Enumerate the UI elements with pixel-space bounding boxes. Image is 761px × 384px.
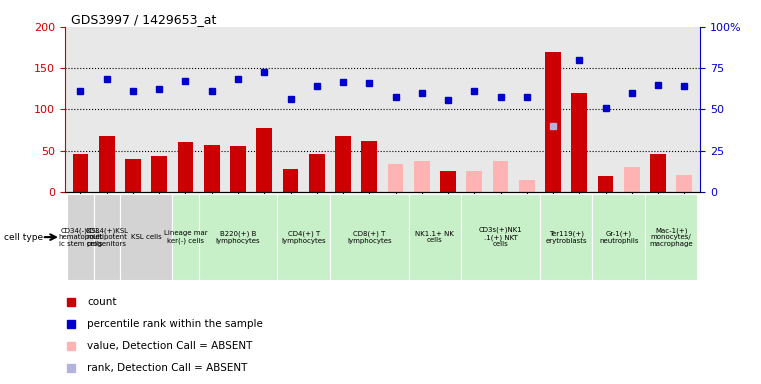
Text: CD4(+) T
lymphocytes: CD4(+) T lymphocytes	[282, 230, 326, 244]
Bar	[545, 52, 561, 192]
Text: CD34(+)KSL
multipotent
progenitors: CD34(+)KSL multipotent progenitors	[85, 227, 128, 247]
Bar	[440, 170, 456, 192]
Bar	[677, 175, 693, 192]
Bar	[199, 194, 277, 280]
Text: CD8(+) T
lymphocytes: CD8(+) T lymphocytes	[347, 230, 392, 244]
Bar	[540, 194, 593, 280]
Text: NK1.1+ NK
cells: NK1.1+ NK cells	[416, 231, 454, 243]
Bar	[67, 194, 94, 280]
Bar	[282, 169, 298, 192]
Text: cell type: cell type	[4, 233, 43, 242]
Text: Lineage mar
ker(-) cells: Lineage mar ker(-) cells	[164, 230, 207, 244]
Bar	[151, 157, 167, 192]
Bar	[125, 159, 141, 192]
Text: GDS3997 / 1429653_at: GDS3997 / 1429653_at	[71, 13, 216, 26]
Text: count: count	[87, 297, 116, 307]
Bar	[597, 176, 613, 192]
Bar	[466, 170, 482, 192]
Text: Mac-1(+)
monocytes/
macrophage: Mac-1(+) monocytes/ macrophage	[649, 227, 693, 247]
Text: Ter119(+)
erytroblasts: Ter119(+) erytroblasts	[546, 230, 587, 244]
Bar	[94, 194, 119, 280]
Bar	[172, 194, 199, 280]
Text: value, Detection Call = ABSENT: value, Detection Call = ABSENT	[87, 341, 253, 351]
Bar	[277, 194, 330, 280]
Text: Gr-1(+)
neutrophils: Gr-1(+) neutrophils	[599, 230, 638, 244]
Bar	[572, 93, 587, 192]
Bar	[361, 141, 377, 192]
Bar	[119, 194, 172, 280]
Bar	[519, 180, 535, 192]
Bar	[624, 167, 640, 192]
Bar	[204, 145, 220, 192]
Bar	[645, 194, 698, 280]
Text: rank, Detection Call = ABSENT: rank, Detection Call = ABSENT	[87, 363, 247, 373]
Bar	[650, 154, 666, 192]
Bar	[593, 194, 645, 280]
Bar	[230, 146, 246, 192]
Bar	[414, 161, 430, 192]
Text: percentile rank within the sample: percentile rank within the sample	[87, 319, 263, 329]
Bar	[256, 127, 272, 192]
Bar	[461, 194, 540, 280]
Bar	[330, 194, 409, 280]
Bar	[409, 194, 461, 280]
Bar	[335, 136, 351, 192]
Text: B220(+) B
lymphocytes: B220(+) B lymphocytes	[215, 230, 260, 244]
Text: KSL cells: KSL cells	[131, 234, 161, 240]
Bar	[309, 154, 325, 192]
Text: CD3s(+)NK1
.1(+) NKT
cells: CD3s(+)NK1 .1(+) NKT cells	[479, 227, 523, 247]
Bar	[99, 136, 115, 192]
Text: CD34(-)KSL
hematopoiet
ic stem cells: CD34(-)KSL hematopoiet ic stem cells	[59, 227, 103, 247]
Bar	[177, 142, 193, 192]
Bar	[387, 164, 403, 192]
Bar	[492, 161, 508, 192]
Bar	[72, 154, 88, 192]
